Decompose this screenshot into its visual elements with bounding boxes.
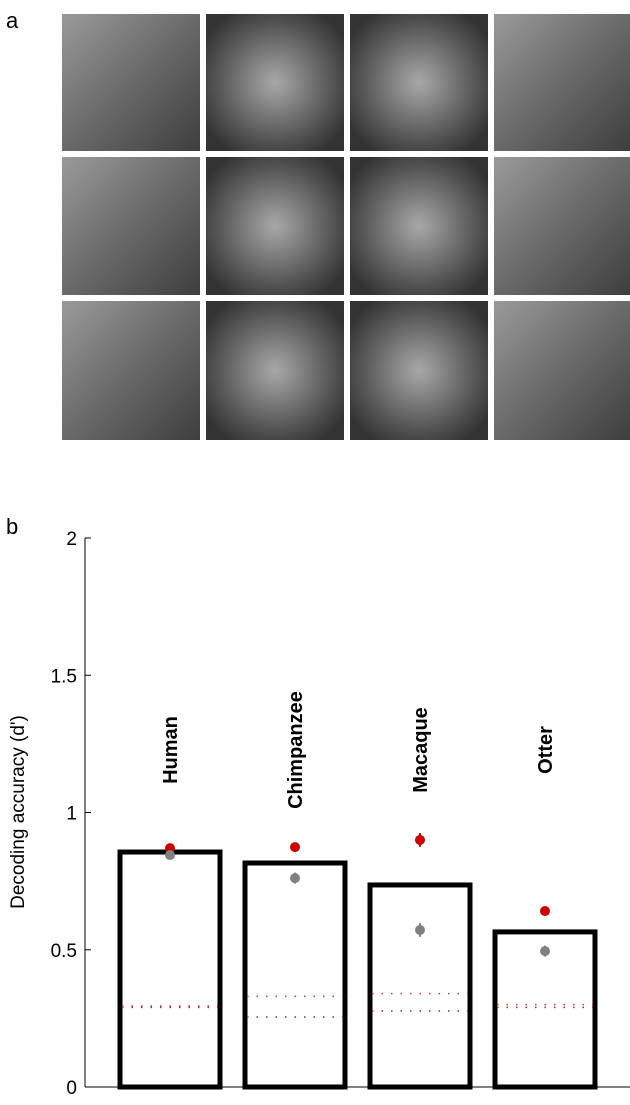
face-image xyxy=(494,301,630,440)
face-image xyxy=(494,157,630,295)
face-image xyxy=(350,301,488,440)
face-image xyxy=(350,157,488,295)
face-image xyxy=(206,157,344,295)
face-image xyxy=(62,14,200,151)
panel-label: a xyxy=(6,8,19,33)
category-label: Otter xyxy=(535,726,557,774)
marker xyxy=(290,842,300,853)
y-tick-label: 1 xyxy=(66,804,77,825)
bar xyxy=(117,849,223,1090)
category-label: Chimpanzee xyxy=(285,691,307,809)
face-image xyxy=(206,14,344,151)
panel-label: b xyxy=(6,514,18,539)
marker xyxy=(165,843,175,854)
bar xyxy=(492,929,598,1090)
marker xyxy=(540,906,550,917)
y-tick-label: 2 xyxy=(66,529,77,550)
marker xyxy=(290,873,300,884)
y-tick-label: 1.5 xyxy=(51,666,77,687)
face-image xyxy=(206,301,344,440)
face-image xyxy=(62,301,200,440)
y-axis-label: Decoding accuracy (d') xyxy=(8,715,29,909)
bar xyxy=(367,882,473,1090)
y-tick-label: 0.5 xyxy=(51,941,77,962)
face-image xyxy=(350,14,488,151)
category-label: Human xyxy=(160,716,182,784)
face-image xyxy=(62,157,200,295)
marker xyxy=(415,924,425,935)
bar xyxy=(242,860,348,1090)
marker xyxy=(165,850,175,861)
marker xyxy=(415,834,425,845)
category-label: Macaque xyxy=(410,707,432,793)
y-tick-label: 0 xyxy=(66,1078,77,1099)
face-image xyxy=(494,14,630,151)
marker xyxy=(540,946,550,957)
image-grid xyxy=(62,14,630,440)
